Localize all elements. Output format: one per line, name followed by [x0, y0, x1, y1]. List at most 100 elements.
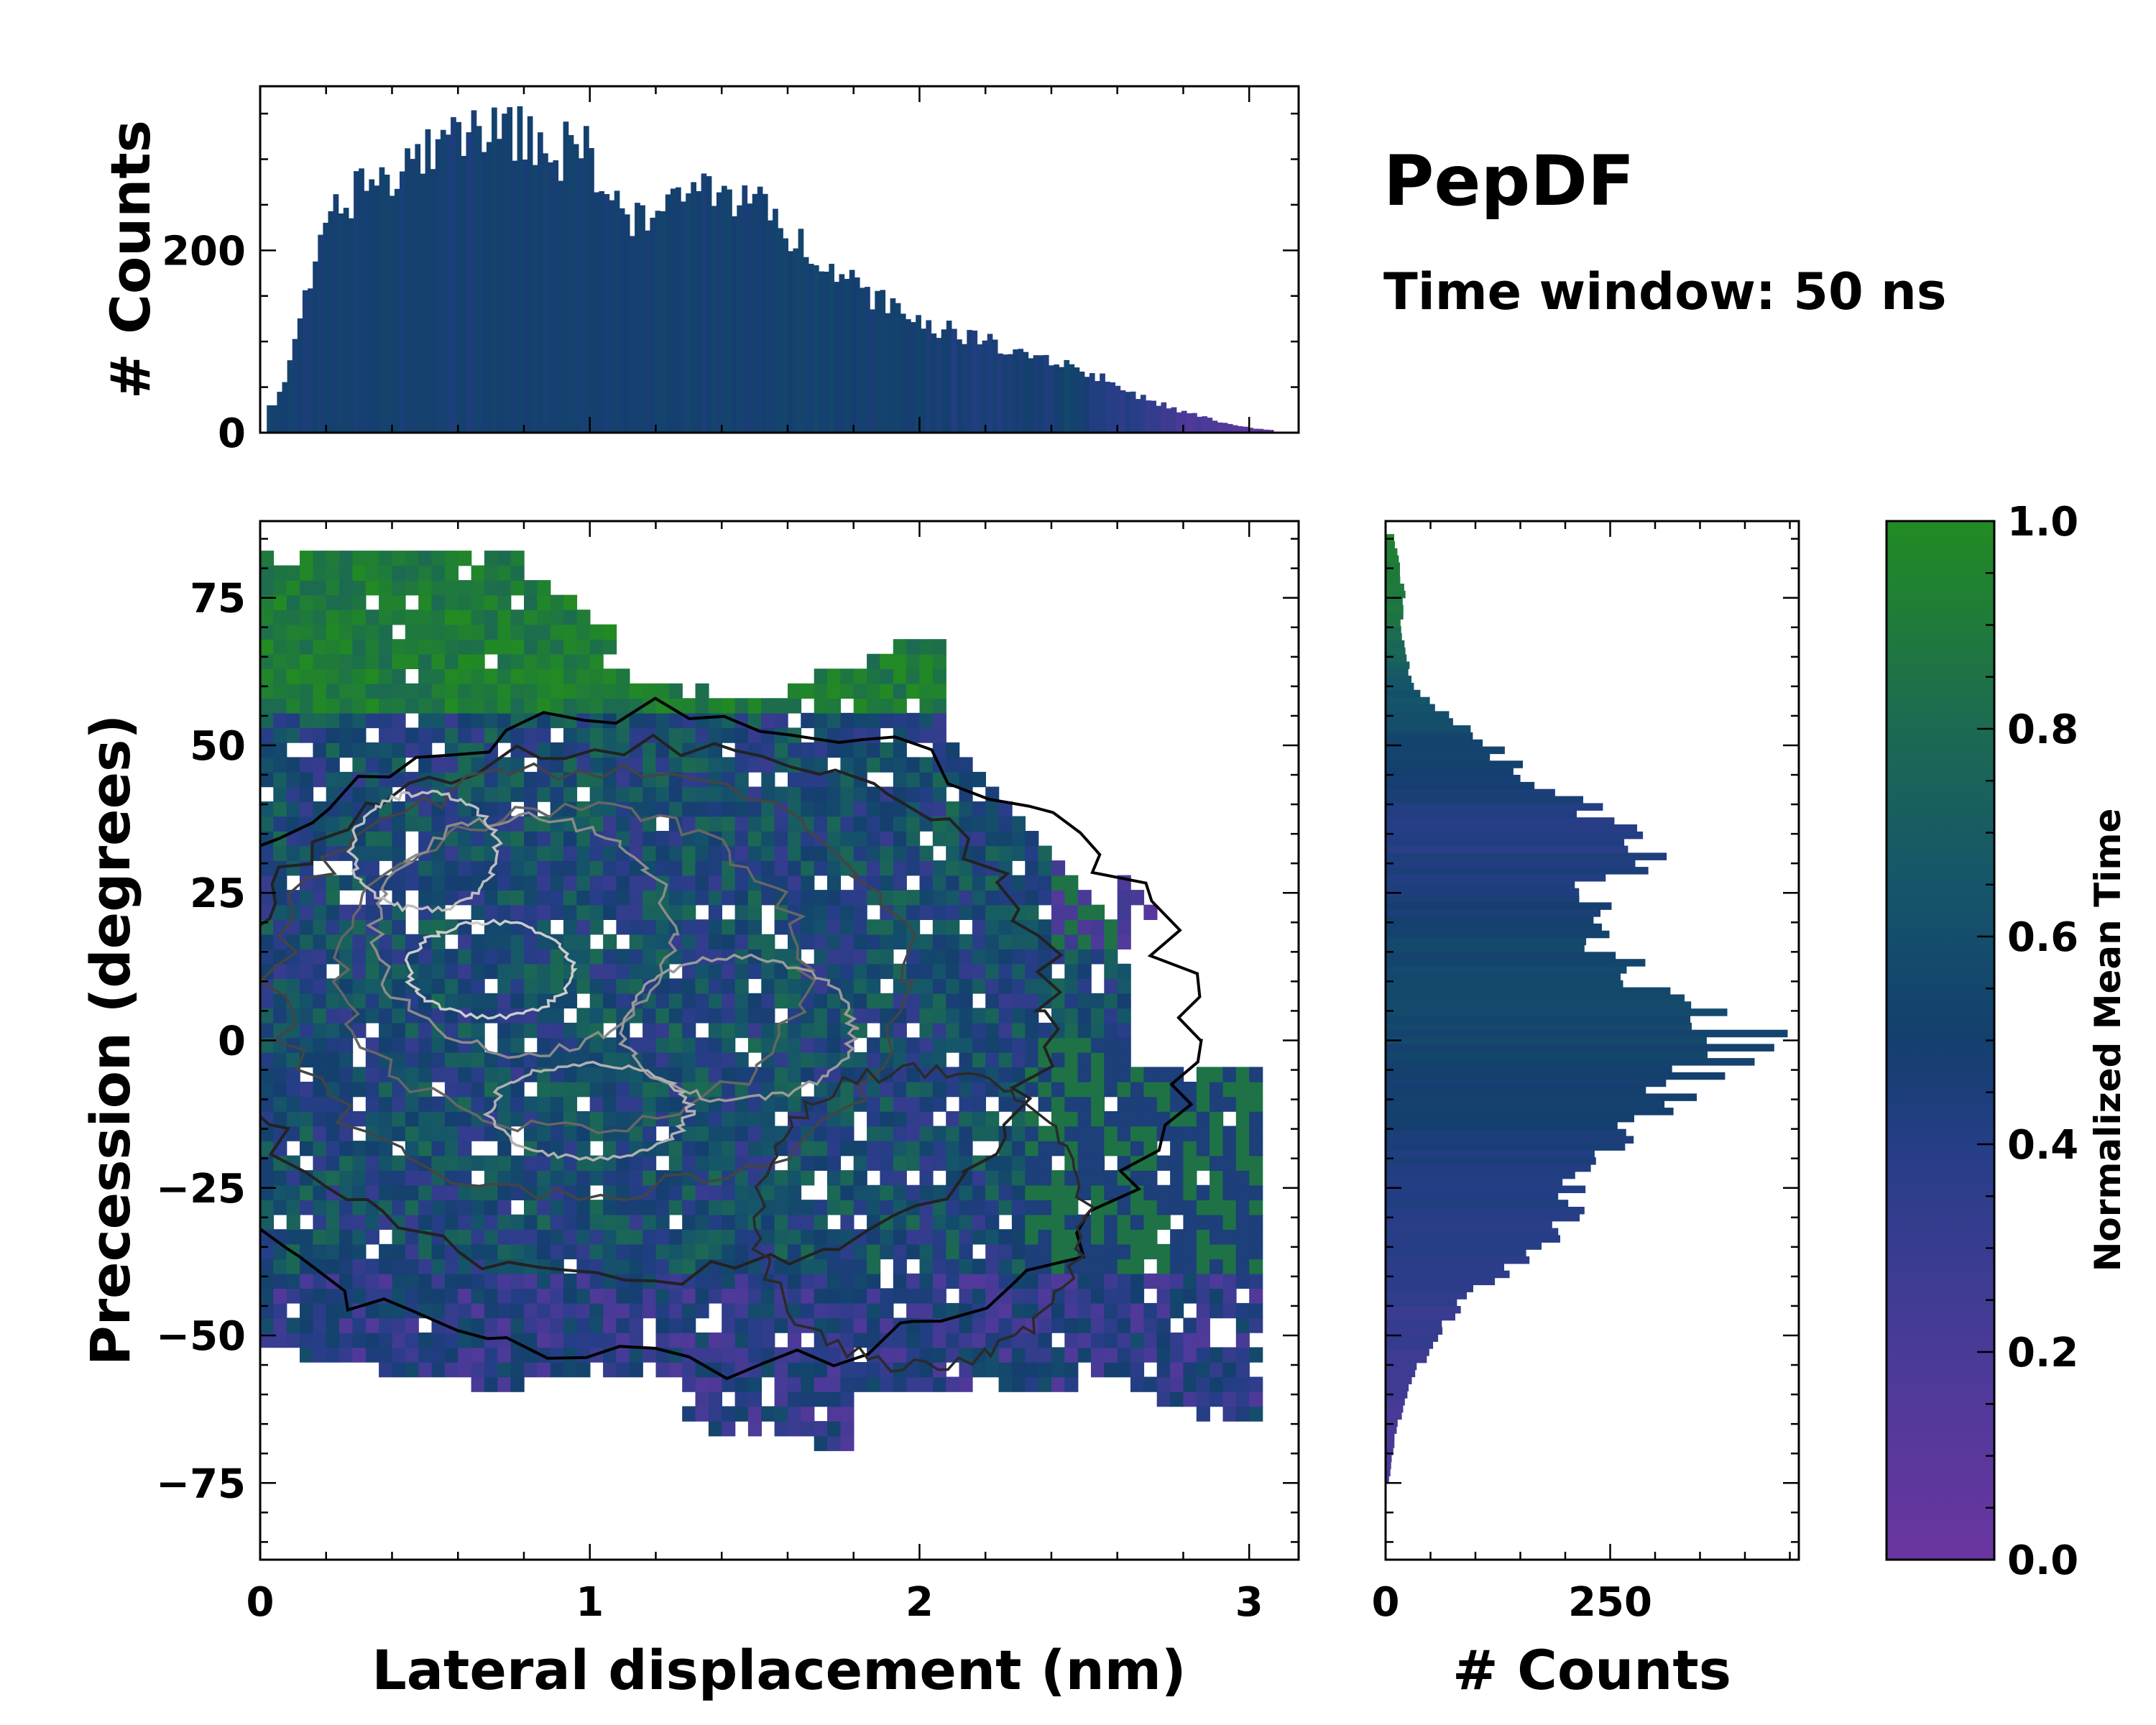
heatmap-cell — [629, 860, 643, 876]
heatmap-cell — [300, 801, 314, 817]
heatmap-cell — [629, 1141, 643, 1156]
heatmap-cell — [1091, 1155, 1105, 1171]
heatmap-cell — [300, 639, 314, 655]
heatmap-cell — [642, 801, 657, 817]
heatmap-cell — [471, 1214, 485, 1230]
heatmap-cell — [603, 845, 617, 861]
heatmap-cell — [919, 1037, 934, 1053]
heatmap-cell — [458, 860, 472, 876]
top-histogram-bar — [829, 264, 834, 433]
heatmap-cell — [814, 1067, 828, 1082]
heatmap-cell — [431, 1184, 446, 1200]
heatmap-cell — [603, 1243, 617, 1260]
heatmap-cell — [827, 1200, 842, 1215]
heatmap-cell — [893, 1170, 907, 1186]
heatmap-cell — [919, 771, 934, 788]
heatmap-cell — [1143, 1243, 1158, 1260]
heatmap-cell — [1130, 1111, 1145, 1127]
heatmap-cell — [405, 1141, 419, 1156]
heatmap-cell — [1051, 1008, 1066, 1024]
heatmap-cell — [510, 786, 525, 802]
heatmap-cell — [734, 890, 749, 906]
right-histogram-bar — [1386, 1143, 1626, 1151]
heatmap-cell — [747, 890, 762, 906]
heatmap-cell — [1196, 1376, 1210, 1392]
heatmap-cell — [814, 1392, 828, 1407]
heatmap-cell — [998, 1096, 1013, 1112]
heatmap-cell — [339, 978, 354, 994]
heatmap-cell — [339, 580, 354, 596]
heatmap-cell — [734, 845, 749, 861]
heatmap-cell — [339, 1214, 354, 1230]
top-histogram-bar — [400, 171, 405, 433]
heatmap-cell — [326, 1288, 340, 1304]
heatmap-cell — [550, 1082, 564, 1098]
heatmap-cell — [1183, 1362, 1197, 1378]
heatmap-cell — [880, 1082, 894, 1098]
heatmap-cell — [286, 1184, 300, 1200]
heatmap-cell — [734, 978, 749, 994]
heatmap-cell — [722, 1288, 736, 1304]
heatmap-cell — [1104, 1229, 1118, 1245]
heatmap-cell — [524, 771, 538, 788]
heatmap-cell — [774, 993, 788, 1009]
heatmap-cell — [761, 1126, 775, 1141]
heatmap-cell — [853, 1259, 867, 1274]
heatmap-cell — [1091, 1126, 1105, 1141]
heatmap-cell — [655, 919, 670, 935]
heatmap-cell — [801, 934, 815, 949]
heatmap-cell — [893, 639, 907, 655]
heatmap-cell — [788, 1421, 802, 1437]
heatmap-cell — [801, 1170, 815, 1186]
heatmap-cell — [734, 1082, 749, 1098]
heatmap-cell — [286, 1082, 300, 1098]
heatmap-cell — [418, 1184, 433, 1200]
heatmap-cell — [313, 668, 327, 684]
heatmap-cell — [339, 1259, 354, 1274]
heatmap-cell — [972, 845, 986, 861]
heatmap-cell — [1104, 1243, 1118, 1260]
heatmap-cell — [814, 934, 828, 949]
heatmap-cell — [853, 1332, 867, 1348]
heatmap-cell — [550, 698, 564, 714]
top-histogram-bar — [911, 322, 916, 433]
right-histogram-bar — [1386, 838, 1625, 847]
heatmap-cell — [418, 949, 433, 965]
heatmap-cell — [840, 742, 854, 758]
heatmap-cell — [867, 949, 881, 965]
heatmap-cell — [1117, 1008, 1131, 1024]
heatmap-cell — [286, 963, 300, 980]
heatmap-cell — [1117, 1126, 1131, 1141]
heatmap-cell — [734, 860, 749, 876]
heatmap-cell — [576, 668, 591, 684]
heatmap-cell — [788, 845, 802, 861]
heatmap-cell — [695, 1214, 709, 1230]
heatmap-cell — [1091, 1317, 1105, 1333]
heatmap-cell — [458, 1126, 472, 1141]
heatmap-cell — [418, 1259, 433, 1274]
heatmap-cell — [642, 831, 657, 847]
heatmap-cell — [300, 978, 314, 994]
heatmap-cell — [576, 624, 591, 640]
chart-subtitle: Time window: 50 ns — [1383, 262, 1947, 321]
heatmap-cell — [853, 1184, 867, 1200]
heatmap-cell — [642, 993, 657, 1009]
right-histogram-bar — [1386, 654, 1407, 663]
heatmap-cell — [853, 1317, 867, 1333]
heatmap-cell — [576, 698, 591, 714]
top-histogram-bar — [543, 153, 548, 433]
heatmap-cell — [510, 1273, 525, 1289]
heatmap-cell — [537, 653, 551, 669]
heatmap-cell — [695, 698, 709, 714]
heatmap-cell — [840, 904, 854, 920]
heatmap-cell — [405, 1288, 419, 1304]
heatmap-cell — [418, 1362, 433, 1378]
right-histogram-bar — [1386, 725, 1471, 733]
heatmap-cell — [431, 860, 446, 876]
heatmap-cell — [1091, 1229, 1105, 1245]
right-histogram-bar — [1386, 1192, 1559, 1200]
x-tick-label: 2 — [906, 1579, 934, 1626]
right-histogram-bar — [1386, 1086, 1646, 1094]
heatmap-cell — [906, 771, 921, 788]
heatmap-cell — [458, 639, 472, 655]
